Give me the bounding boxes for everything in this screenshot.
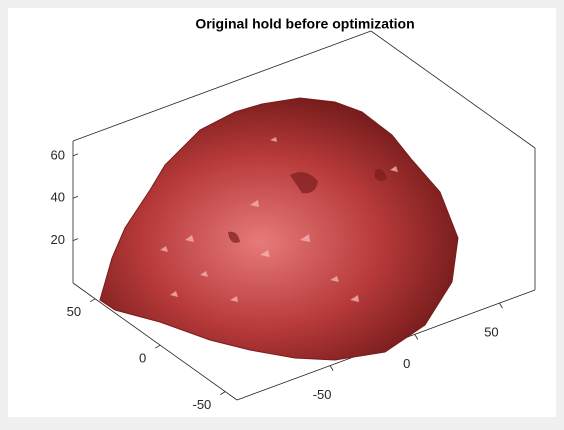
y-tick-label: -50 <box>192 397 211 412</box>
x-tick-label: 0 <box>403 356 410 371</box>
y-tick-label: 50 <box>67 304 81 319</box>
chart-title: Original hold before optimization <box>195 16 414 32</box>
x-tick-label: 50 <box>484 325 498 340</box>
z-tick-label: 40 <box>51 190 65 205</box>
chart: Original hold before optimization -50 0 50… <box>0 0 564 425</box>
page: Original hold before optimization -50 0 50… <box>0 0 564 430</box>
z-tick-label: 60 <box>51 147 65 162</box>
x-tick-label: -50 <box>313 387 332 402</box>
y-tick-label: 0 <box>139 351 146 366</box>
z-tick-label: 20 <box>51 232 65 247</box>
